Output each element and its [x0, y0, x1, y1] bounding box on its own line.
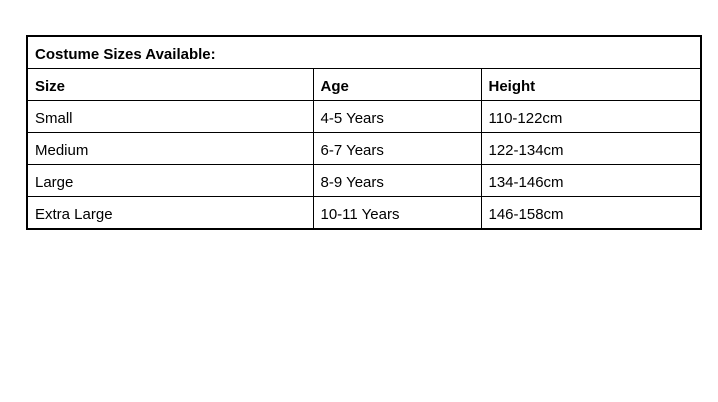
cell-age: 6-7 Years [312, 132, 482, 165]
column-header-size: Size [26, 68, 314, 101]
cell-height: 122-134cm [480, 132, 702, 165]
table-header-row: Size Age Height [26, 68, 702, 101]
cell-age: 8-9 Years [312, 164, 482, 197]
cell-age: 4-5 Years [312, 100, 482, 133]
cell-height: 134-146cm [480, 164, 702, 197]
table-row-extra-large: Extra Large 10-11 Years 146-158cm [26, 196, 702, 230]
cell-size: Large [26, 164, 314, 197]
cell-size: Small [26, 100, 314, 133]
cell-age: 10-11 Years [312, 196, 482, 230]
table-row-large: Large 8-9 Years 134-146cm [26, 164, 702, 197]
table-row-small: Small 4-5 Years 110-122cm [26, 100, 702, 133]
table-row-medium: Medium 6-7 Years 122-134cm [26, 132, 702, 165]
table-title: Costume Sizes Available: [26, 35, 702, 69]
table-title-row: Costume Sizes Available: [26, 35, 702, 69]
cell-height: 110-122cm [480, 100, 702, 133]
cell-size: Medium [26, 132, 314, 165]
costume-sizes-table: Costume Sizes Available: Size Age Height… [26, 35, 703, 230]
cell-height: 146-158cm [480, 196, 702, 230]
column-header-age: Age [312, 68, 482, 101]
costume-sizes-section: Costume Sizes Available: Size Age Height… [26, 35, 703, 230]
cell-size: Extra Large [26, 196, 314, 230]
column-header-height: Height [480, 68, 702, 101]
